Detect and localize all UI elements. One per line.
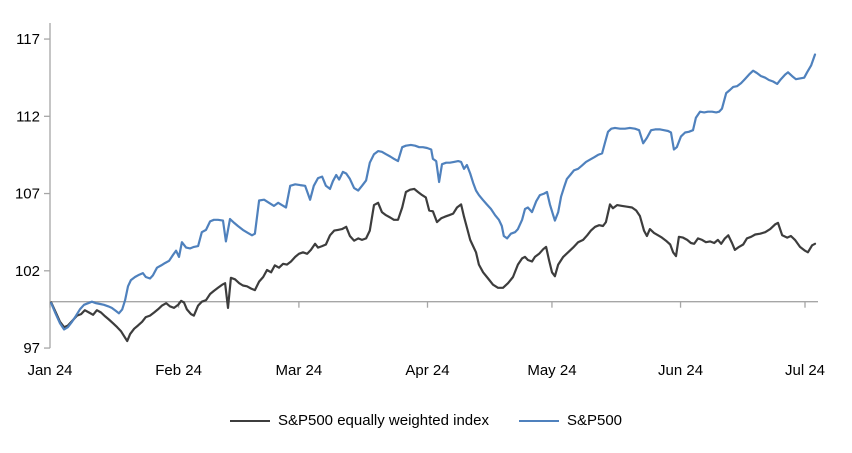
y-tick-label: 102 [15, 263, 40, 280]
sp500-line-swatch-icon [518, 420, 559, 422]
series-line-equal-weight [50, 187, 817, 343]
legend-label-equal-weight: S&P500 equally weighted index [277, 412, 489, 429]
x-tick-label: May 24 [527, 362, 576, 379]
axis-labels: 97 102 107 112 117 Jan 24 Feb 24 Mar 24 Apr 24 Ma… [15, 31, 825, 379]
legend-label-sp500: S&P500 [566, 412, 623, 429]
series-line-sp500 [50, 53, 817, 331]
y-tick-label: 97 [23, 340, 40, 357]
legend: S&P500 equally weighted index S&P500 [0, 412, 852, 430]
x-tick-label: Mar 24 [276, 362, 323, 379]
y-tick-label: 107 [15, 186, 40, 203]
legend-item-sp500: S&P500 [518, 412, 623, 430]
legend-item-equal-weight: S&P500 equally weighted index [229, 412, 489, 430]
x-tick-label: Jul 24 [785, 362, 825, 379]
x-tick-label: Jun 24 [658, 362, 703, 379]
axes [44, 23, 818, 349]
y-tick-label: 112 [16, 108, 40, 125]
y-tick-label: 117 [16, 31, 40, 48]
equal-weight-line-swatch-icon [229, 420, 270, 422]
x-tick-label: Jan 24 [27, 362, 72, 379]
x-tick-label: Feb 24 [155, 362, 202, 379]
x-tick-label: Apr 24 [405, 362, 449, 379]
